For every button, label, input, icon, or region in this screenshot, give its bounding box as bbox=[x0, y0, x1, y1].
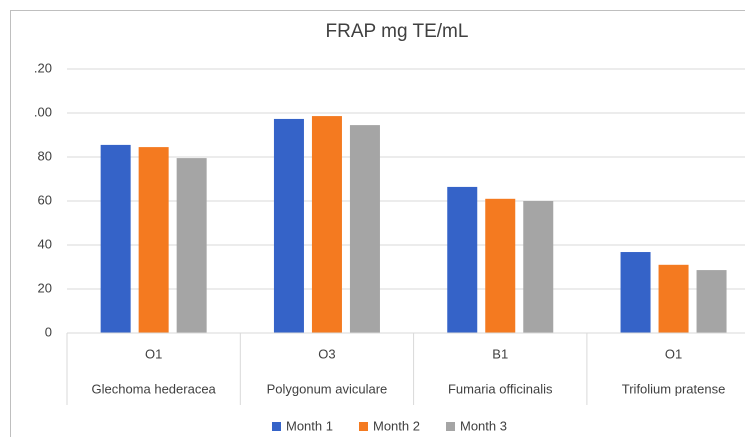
y-tick-label: 40 bbox=[38, 236, 52, 251]
x-tick-label: Trifolium pratense bbox=[622, 381, 726, 396]
chart-title: FRAP mg TE/mL bbox=[326, 21, 469, 42]
bar bbox=[138, 147, 169, 333]
legend-swatch bbox=[272, 422, 281, 431]
x-tick-code: B1 bbox=[492, 346, 508, 361]
bar bbox=[658, 264, 689, 333]
legend-swatch bbox=[446, 422, 455, 431]
y-tick-label: 80 bbox=[38, 148, 52, 163]
x-tick-code: O1 bbox=[145, 346, 162, 361]
bar bbox=[696, 270, 727, 333]
legend-label: Month 1 bbox=[286, 418, 333, 433]
x-tick-label: Fumaria officinalis bbox=[448, 381, 553, 396]
y-tick-label: .20 bbox=[34, 60, 52, 75]
y-tick-label: .00 bbox=[34, 104, 52, 119]
bar bbox=[620, 252, 651, 333]
x-tick-code: O1 bbox=[665, 346, 682, 361]
bar bbox=[273, 118, 304, 333]
bar bbox=[447, 186, 478, 333]
legend-label: Month 3 bbox=[460, 418, 507, 433]
y-tick-label: 60 bbox=[38, 192, 52, 207]
y-tick-label: 0 bbox=[45, 324, 52, 339]
bar bbox=[311, 116, 342, 333]
x-tick-label: Polygonum aviculare bbox=[267, 381, 388, 396]
y-tick-label: 20 bbox=[38, 280, 52, 295]
bar bbox=[100, 144, 131, 333]
bar bbox=[349, 125, 380, 333]
bar bbox=[176, 158, 207, 333]
x-tick-label: Glechoma hederacea bbox=[91, 381, 216, 396]
x-tick-code: O3 bbox=[318, 346, 335, 361]
legend-label: Month 2 bbox=[373, 418, 420, 433]
bar bbox=[485, 198, 516, 333]
legend-swatch bbox=[359, 422, 368, 431]
bar bbox=[523, 201, 554, 333]
